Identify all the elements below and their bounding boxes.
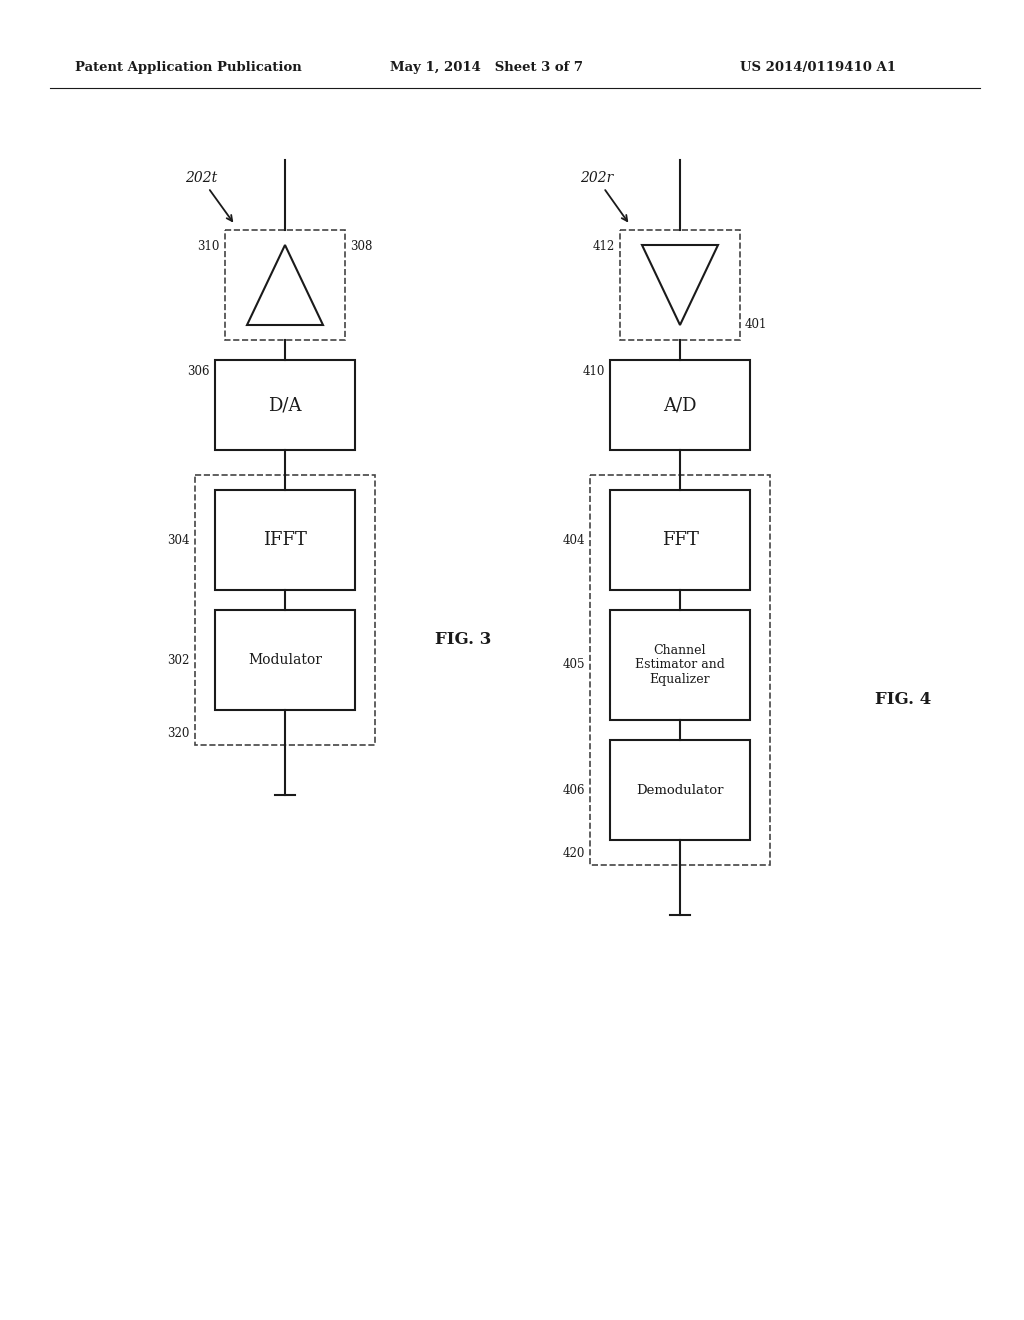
Text: 412: 412 [593,240,615,253]
Text: 406: 406 [562,784,585,796]
Text: 310: 310 [198,240,220,253]
Bar [215,490,355,590]
Text: D/A: D/A [268,396,302,414]
Text: IFFT: IFFT [263,531,307,549]
Text: A/D: A/D [664,396,696,414]
Bar [225,230,345,341]
Bar [610,360,750,450]
Text: 202t: 202t [185,172,232,222]
Text: US 2014/0119410 A1: US 2014/0119410 A1 [740,62,896,74]
Text: Equalizer: Equalizer [649,673,711,686]
Text: 404: 404 [562,533,585,546]
Text: 410: 410 [583,366,605,378]
Text: 308: 308 [350,240,373,253]
Text: Channel: Channel [653,644,707,656]
Bar [215,360,355,450]
Text: 302: 302 [168,653,190,667]
Text: Demodulator: Demodulator [636,784,724,796]
Text: FIG. 3: FIG. 3 [435,631,492,648]
Bar [590,475,770,865]
Text: May 1, 2014   Sheet 3 of 7: May 1, 2014 Sheet 3 of 7 [390,62,583,74]
Bar [195,475,375,744]
Text: 304: 304 [168,533,190,546]
Bar [620,230,740,341]
Bar [215,610,355,710]
Text: Estimator and: Estimator and [635,659,725,672]
Bar [610,610,750,719]
Bar [610,490,750,590]
Text: 420: 420 [562,847,585,861]
Text: 306: 306 [187,366,210,378]
Text: Modulator: Modulator [248,653,322,667]
Bar [610,741,750,840]
Text: FFT: FFT [662,531,698,549]
Text: 405: 405 [562,659,585,672]
Text: 401: 401 [745,318,767,331]
Text: 320: 320 [168,727,190,741]
Text: Patent Application Publication: Patent Application Publication [75,62,302,74]
Text: FIG. 4: FIG. 4 [874,692,931,709]
Text: 202r: 202r [580,172,628,220]
